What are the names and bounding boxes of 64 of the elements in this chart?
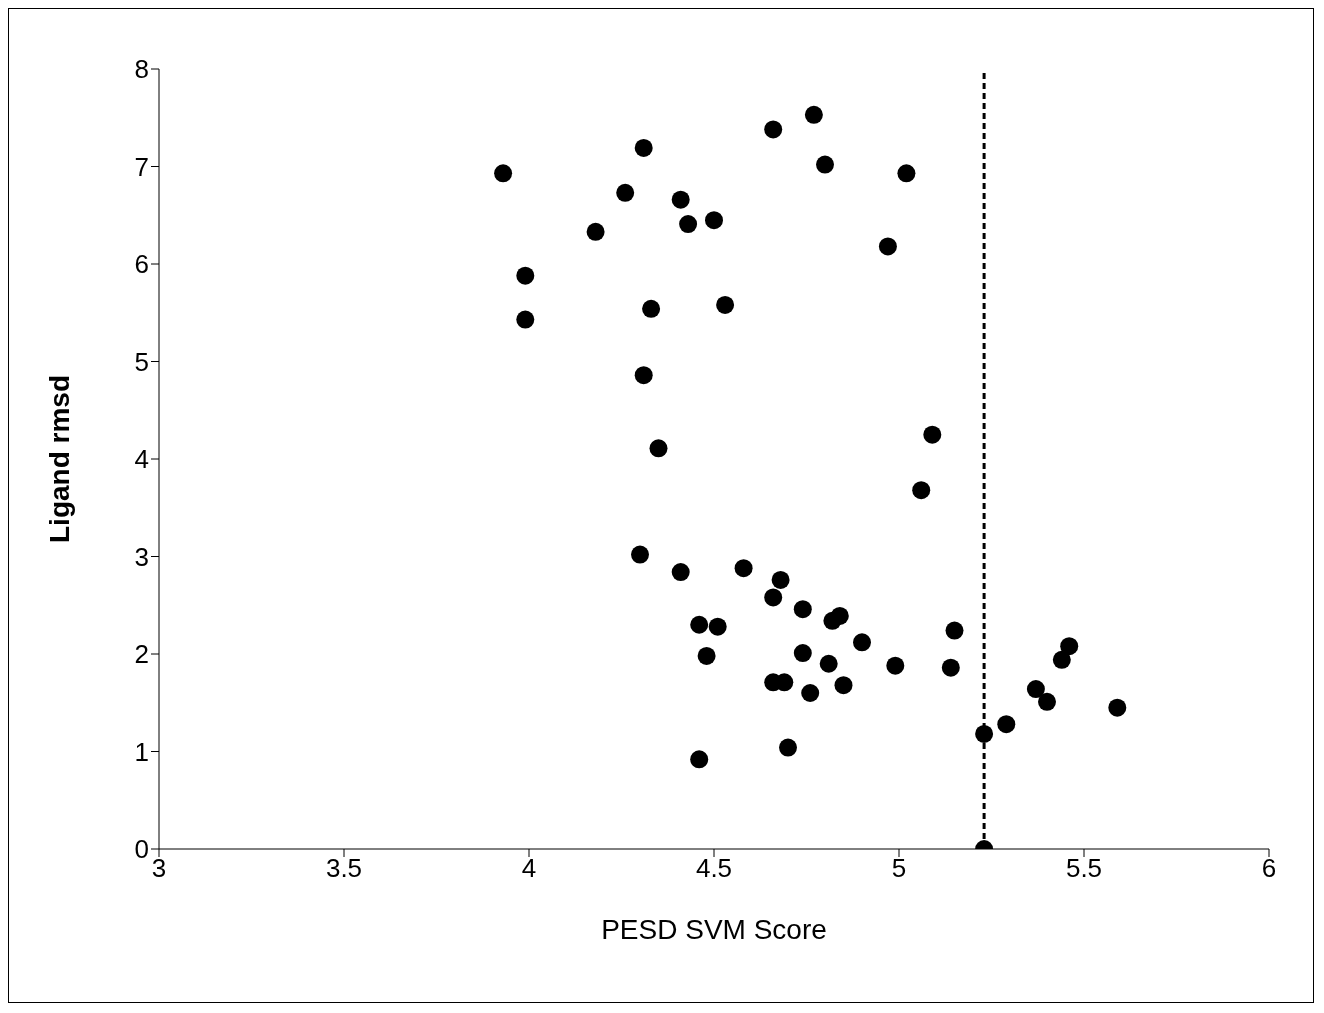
- point: [1060, 637, 1079, 656]
- x-tick-label: 5.5: [1065, 853, 1103, 884]
- point: [886, 656, 905, 675]
- y-tick-label: 7: [134, 151, 149, 182]
- point: [801, 684, 820, 702]
- point: [690, 615, 709, 634]
- y-axis-title: Ligand rmsd: [43, 374, 75, 544]
- point: [945, 621, 964, 640]
- point: [642, 299, 661, 318]
- x-tick-label: 3.5: [325, 853, 363, 884]
- point: [1108, 698, 1127, 717]
- point: [734, 559, 753, 578]
- point: [779, 738, 797, 757]
- point: [764, 120, 783, 139]
- point: [716, 295, 735, 314]
- x-axis-title: PESD SVM Score: [601, 914, 827, 945]
- point: [679, 215, 698, 234]
- point: [671, 563, 690, 582]
- point: [671, 190, 690, 209]
- point: [708, 617, 727, 636]
- point: [516, 266, 535, 285]
- y-tick-label: 1: [134, 736, 149, 767]
- point: [941, 658, 960, 677]
- point: [771, 570, 790, 589]
- x-tick-label: 5: [891, 853, 907, 884]
- y-tick-label: 0: [134, 834, 149, 865]
- point: [793, 644, 812, 663]
- x-tick-label: 4.5: [695, 853, 733, 884]
- point: [1038, 692, 1056, 711]
- point: [830, 606, 849, 625]
- point: [690, 750, 709, 769]
- point: [878, 237, 897, 256]
- y-tick-label: 4: [134, 444, 149, 475]
- x-tick-label: 4: [521, 853, 537, 884]
- point: [616, 183, 635, 202]
- y-tick-label: 3: [134, 541, 149, 572]
- point: [516, 310, 535, 329]
- point: [834, 676, 853, 695]
- point: [897, 164, 916, 183]
- point: [586, 222, 605, 241]
- point: [697, 646, 716, 665]
- y-tick-label: 6: [134, 249, 149, 280]
- point: [764, 588, 783, 607]
- point: [912, 481, 931, 500]
- point: [923, 425, 942, 444]
- y-tick-label: 8: [134, 54, 149, 85]
- point: [793, 600, 812, 619]
- point: [1052, 650, 1071, 669]
- y-tick-label: 5: [134, 346, 149, 377]
- point: [816, 155, 834, 174]
- point: [853, 633, 871, 652]
- point: [634, 138, 653, 157]
- y-tick-label: 2: [134, 639, 149, 670]
- point: [975, 724, 994, 743]
- point: [705, 211, 723, 230]
- point: [997, 715, 1016, 734]
- point: [634, 366, 653, 385]
- point: [649, 439, 668, 458]
- x-tick-label: 6: [1261, 853, 1277, 884]
- point: [494, 164, 513, 183]
- point: [1026, 680, 1045, 699]
- point: [819, 654, 838, 673]
- point: [631, 545, 649, 564]
- point: [804, 105, 823, 124]
